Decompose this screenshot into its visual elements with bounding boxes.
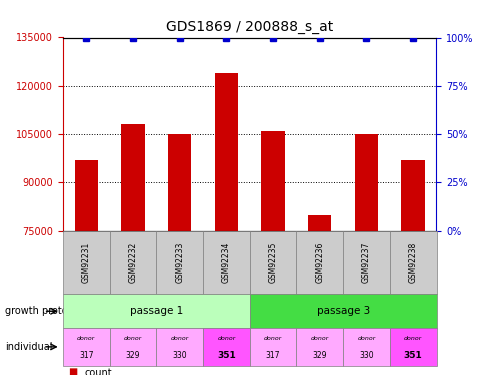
- Text: donor: donor: [217, 336, 235, 341]
- Title: GDS1869 / 200888_s_at: GDS1869 / 200888_s_at: [166, 20, 333, 34]
- Text: 330: 330: [172, 351, 187, 360]
- Text: 351: 351: [403, 351, 422, 360]
- Text: GSM92237: GSM92237: [361, 242, 370, 283]
- Text: donor: donor: [403, 336, 422, 341]
- Text: passage 3: passage 3: [316, 306, 369, 316]
- Text: donor: donor: [263, 336, 282, 341]
- Bar: [307, 214, 331, 231]
- Text: 351: 351: [217, 351, 235, 360]
- Text: 317: 317: [265, 351, 280, 360]
- Bar: [261, 131, 284, 231]
- Bar: [354, 134, 378, 231]
- Text: GSM92234: GSM92234: [222, 242, 230, 283]
- Bar: [75, 160, 98, 231]
- Text: donor: donor: [77, 336, 95, 341]
- Text: individual: individual: [5, 342, 52, 352]
- Text: GSM92238: GSM92238: [408, 242, 417, 283]
- Text: donor: donor: [170, 336, 189, 341]
- Bar: [121, 124, 144, 231]
- Text: count: count: [85, 368, 112, 375]
- Text: 330: 330: [359, 351, 373, 360]
- Text: growth protocol: growth protocol: [5, 306, 81, 316]
- Text: donor: donor: [310, 336, 328, 341]
- Text: GSM92231: GSM92231: [82, 242, 91, 283]
- Text: donor: donor: [123, 336, 142, 341]
- Text: 329: 329: [312, 351, 326, 360]
- Text: passage 1: passage 1: [130, 306, 182, 316]
- Text: ■: ■: [68, 368, 77, 375]
- Text: GSM92236: GSM92236: [315, 242, 324, 283]
- Bar: [168, 134, 191, 231]
- Text: GSM92235: GSM92235: [268, 242, 277, 283]
- Text: 317: 317: [79, 351, 93, 360]
- Text: GSM92233: GSM92233: [175, 242, 184, 283]
- Bar: [401, 160, 424, 231]
- Text: GSM92232: GSM92232: [128, 242, 137, 283]
- Text: donor: donor: [357, 336, 375, 341]
- Text: 329: 329: [125, 351, 140, 360]
- Bar: [214, 73, 238, 231]
